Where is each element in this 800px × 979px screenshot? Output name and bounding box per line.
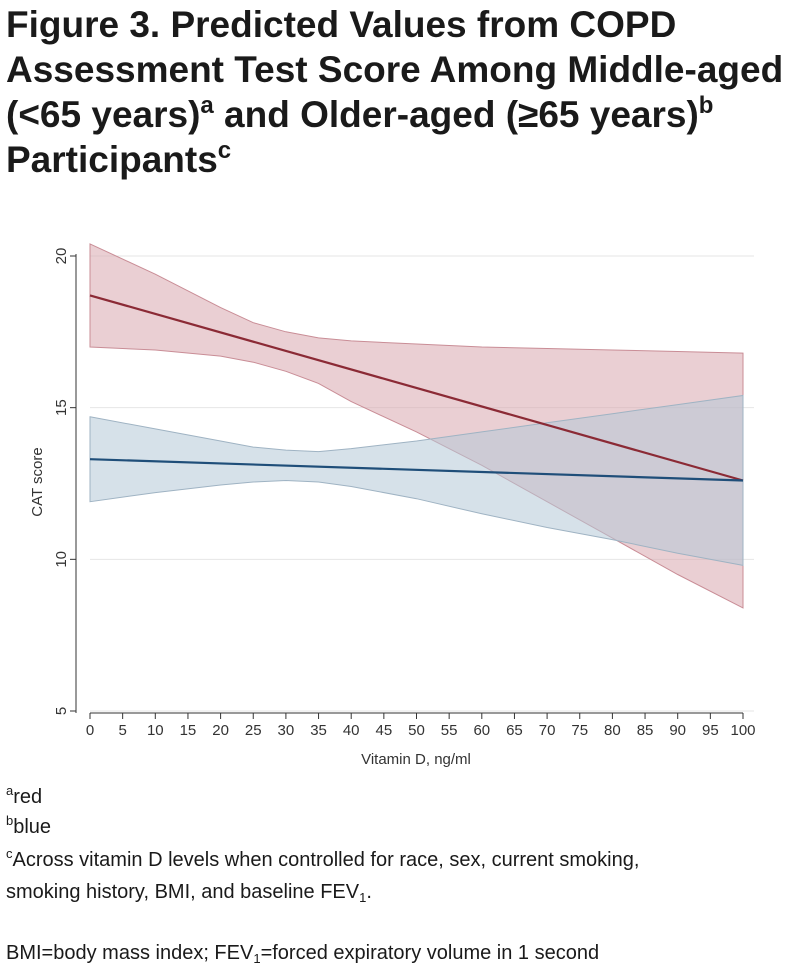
x-tick-label-30: 30 [278,722,295,739]
y-tick-label-5: 5 [53,707,70,715]
x-tick-label-40: 40 [343,722,360,739]
confidence-bands [89,243,744,609]
y-tick-label-10: 10 [53,551,70,568]
x-tick-label-15: 15 [180,722,197,739]
line-chart: 5 10 15 20 0 5 10 15 20 25 30 35 40 45 50 55 60 65 70 75 80 8… [29,243,756,768]
fitted-line-1 [89,294,744,482]
x-tick-label-100: 100 [730,722,755,739]
x-tick-label-80: 80 [604,722,621,739]
x-tick-label-10: 10 [147,722,164,739]
x-tick-label-55: 55 [441,722,458,739]
x-tick-label-0: 0 [86,722,94,739]
footnote-c: cAcross vitamin D levels when controlled… [6,846,640,871]
x-tick-label-60: 60 [473,722,490,739]
fitted-line-2 [89,458,744,482]
x-tick-label-90: 90 [669,722,686,739]
title-footnote-marker-a: a [200,92,214,119]
x-tick-label-20: 20 [212,722,229,739]
x-tick-label-25: 25 [245,722,262,739]
abbreviations-note: BMI=body mass index; FEV1=forced expirat… [6,942,600,966]
title-footnote-marker-c: c [217,137,232,164]
y-tick-label-15: 15 [53,399,70,416]
x-tick-label-95: 95 [702,722,719,739]
x-tick-label-65: 65 [506,722,523,739]
x-tick-label-70: 70 [539,722,556,739]
x-tick-label-5: 5 [118,722,126,739]
y-axis-label: CAT score [29,447,46,516]
axes: 5 10 15 20 0 5 10 15 20 25 30 35 40 45 50 55 60 65 70 75 80 8… [53,248,756,739]
confidence-band-2 [89,394,744,567]
footnote-c-continued: smoking history, BMI, and baseline FEV1. [6,881,372,905]
title-footnote-marker-b: b [698,92,714,119]
x-tick-label-45: 45 [376,722,393,739]
x-tick-label-50: 50 [408,722,425,739]
x-tick-label-35: 35 [310,722,327,739]
chart-panel: 5 10 15 20 0 5 10 15 20 25 30 35 40 45 50 55 60 65 70 75 80 8… [2,226,798,778]
x-axis-label: Vitamin D, ng/ml [361,751,471,768]
fitted-lines [89,294,744,482]
x-tick-label-75: 75 [571,722,588,739]
y-tick-label-20: 20 [53,248,70,265]
x-tick-label-85: 85 [637,722,654,739]
figure-title: Figure 3. Predicted Values from COPD Ass… [6,4,784,180]
footnote-a: ared [6,783,43,808]
footnote-b: bblue [6,813,52,838]
